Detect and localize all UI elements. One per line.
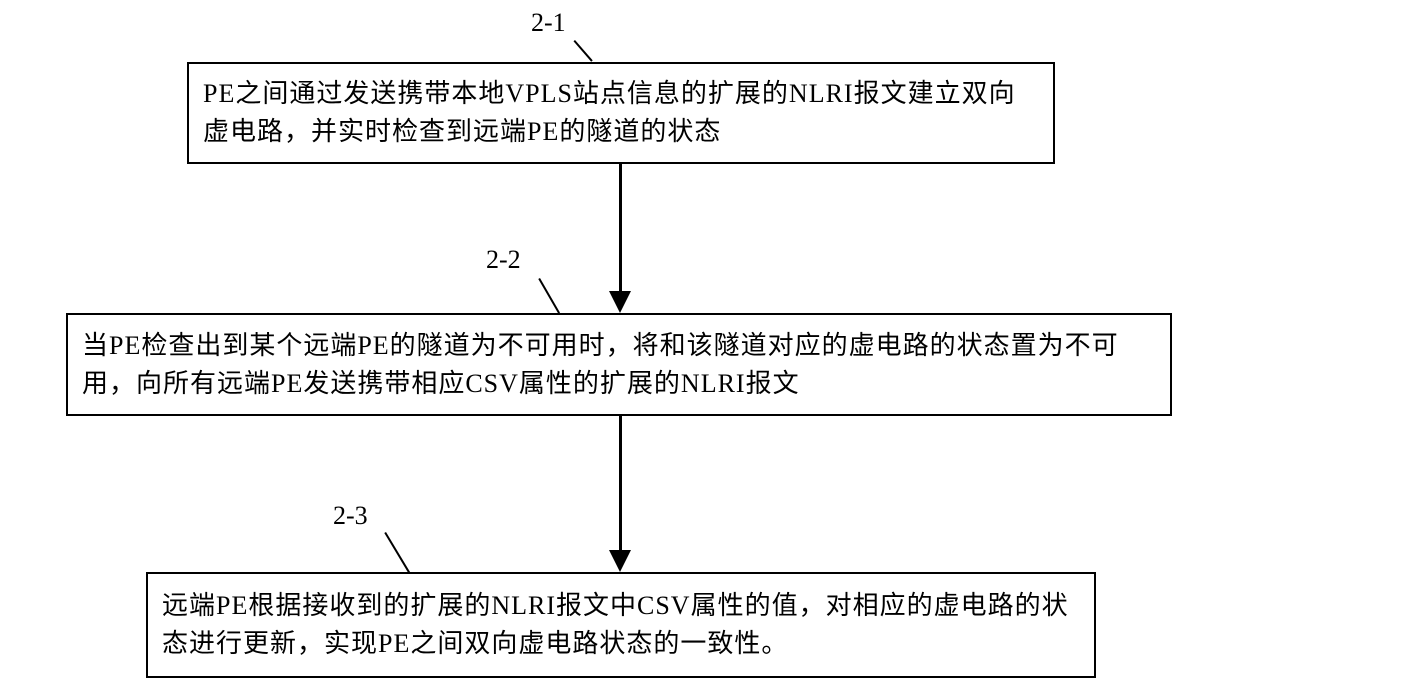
node3-label: 2-3 xyxy=(333,501,368,531)
arrow-1-2-line xyxy=(619,164,622,292)
node2-text: 当PE检查出到某个远端PE的隧道为不可用时，将和该隧道对应的虚电路的状态置为不可… xyxy=(82,327,1156,402)
node3-label-text: 2-3 xyxy=(333,501,368,530)
arrow-1-2-head xyxy=(609,291,631,313)
node2-label: 2-2 xyxy=(486,245,521,275)
node1-label: 2-1 xyxy=(531,8,566,38)
arrow-2-3-head xyxy=(609,550,631,572)
flowchart-node-2: 当PE检查出到某个远端PE的隧道为不可用时，将和该隧道对应的虚电路的状态置为不可… xyxy=(66,313,1172,416)
arrow-2-3-line xyxy=(619,416,622,551)
flowchart-node-3: 远端PE根据接收到的扩展的NLRI报文中CSV属性的值，对相应的虚电路的状态进行… xyxy=(146,572,1096,678)
node1-label-text: 2-1 xyxy=(531,8,566,37)
node1-leader xyxy=(573,40,592,62)
node3-leader xyxy=(384,532,410,573)
flowchart-node-1: PE之间通过发送携带本地VPLS站点信息的扩展的NLRI报文建立双向虚电路，并实… xyxy=(187,62,1055,164)
node3-text: 远端PE根据接收到的扩展的NLRI报文中CSV属性的值，对相应的虚电路的状态进行… xyxy=(162,587,1080,662)
node1-text: PE之间通过发送携带本地VPLS站点信息的扩展的NLRI报文建立双向虚电路，并实… xyxy=(203,75,1039,150)
node2-label-text: 2-2 xyxy=(486,245,521,274)
node2-leader xyxy=(538,278,560,314)
